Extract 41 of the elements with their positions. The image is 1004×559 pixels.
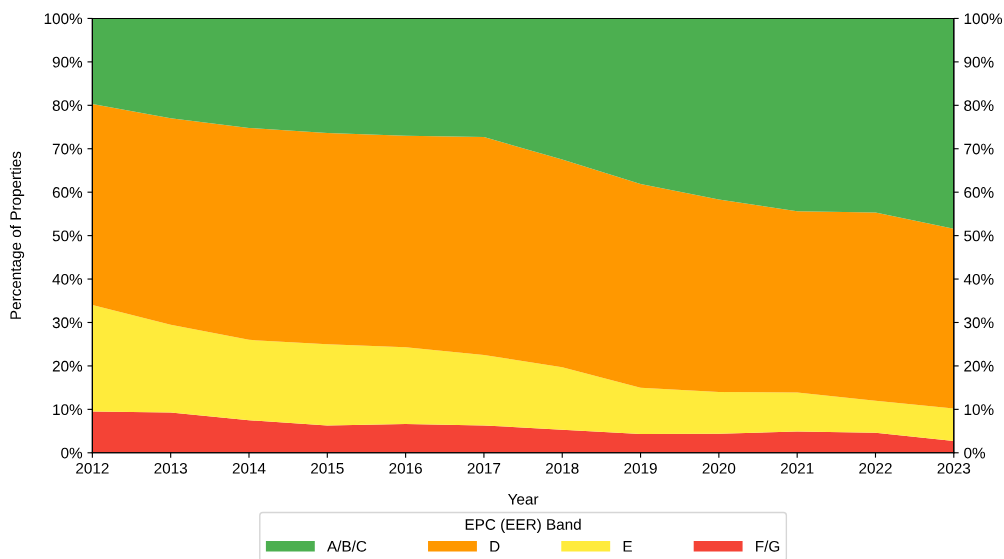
y-axis-title: Percentage of Properties: [9, 151, 25, 319]
y2-tick-label: 90%: [964, 56, 994, 68]
y-tick-label: 80%: [52, 100, 83, 111]
legend-label: D: [490, 541, 500, 552]
y2-tick-label: 10%: [964, 404, 994, 416]
x-tick-label: 2017: [467, 462, 501, 474]
y2-tick-label: 70%: [964, 143, 994, 155]
x-tick-label: 2020: [702, 462, 736, 474]
y2-tick-label: 30%: [964, 317, 994, 329]
y2-tick-label: 20%: [964, 360, 994, 372]
y-tick-label: 30%: [52, 317, 83, 329]
x-tick-label: 2016: [389, 462, 422, 474]
y-tick-label: 50%: [52, 230, 83, 242]
legend-title: EPC (EER) Band: [465, 518, 581, 533]
legend-label: E: [623, 541, 632, 552]
legend-label: F/G: [756, 540, 780, 552]
x-tick-label: 2023: [937, 462, 971, 474]
y2-tick-label: 40%: [963, 273, 994, 285]
y-tick-label: 0%: [61, 447, 83, 459]
y-tick-label: 10%: [53, 404, 83, 416]
x-tick-label: 2021: [780, 462, 814, 474]
y2-tick-label: 100%: [964, 13, 1003, 25]
y2-tick-label: 80%: [964, 100, 994, 111]
x-tick-label: 2012: [76, 462, 109, 474]
y2-tick-label: 50%: [964, 230, 994, 242]
y-tick-label: 70%: [52, 143, 83, 155]
x-tick-label: 2018: [546, 462, 579, 474]
x-tick-label: 2015: [311, 462, 344, 474]
legend-label: A/B/C: [327, 540, 367, 552]
x-tick-label: 2014: [232, 462, 266, 474]
y-tick-label: 60%: [52, 187, 83, 198]
x-tick-label: 2013: [154, 462, 187, 474]
y2-tick-label: 0%: [964, 447, 986, 459]
x-tick-label: 2019: [624, 462, 657, 474]
x-tick-label: 2022: [859, 462, 892, 474]
y-tick-label: 20%: [52, 360, 83, 372]
y-tick-label: 40%: [52, 273, 83, 285]
y-tick-label: 90%: [52, 56, 83, 68]
y2-tick-label: 60%: [964, 187, 994, 198]
x-axis-title: Year: [507, 493, 539, 505]
y-tick-label: 100%: [44, 13, 83, 25]
